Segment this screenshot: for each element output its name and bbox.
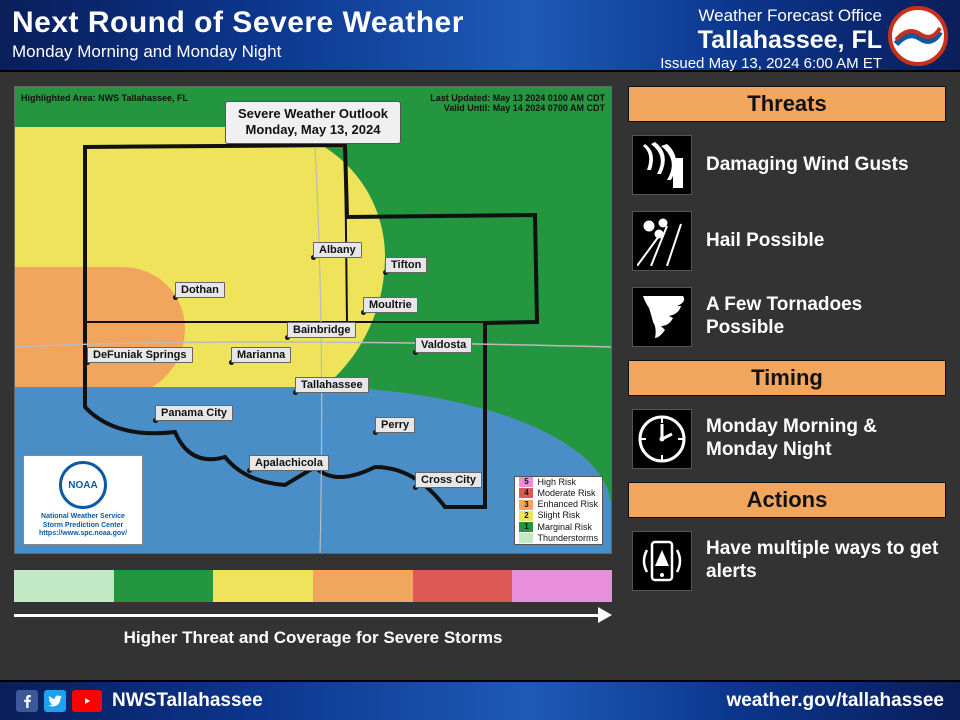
city-label: Valdosta [415,337,472,353]
timing-label: Monday Morning & Monday Night [706,416,942,462]
city-label: Perry [375,417,415,433]
noaa-logo-icon: NOAA [59,461,107,509]
social-block: NWSTallahassee [16,690,263,712]
city-label: Marianna [231,347,291,363]
threat-wind: Damaging Wind Gusts [628,132,946,198]
city-label: Moultrie [363,297,418,313]
legend-swatch: 4 [519,488,533,498]
social-handle: NWSTallahassee [112,690,263,712]
legend-row: 3 Enhanced Risk [515,499,602,510]
product-subtitle: Monday Morning and Monday Night [12,42,464,62]
legend-label: Moderate Risk [537,488,595,499]
timing-header: Timing [628,360,946,396]
city-label: Dothan [175,282,225,298]
header-left: Next Round of Severe Weather Monday Morn… [12,6,464,62]
map-valid-label: Valid Until: May 14 2024 0700 AM CDT [430,103,605,113]
legend-row: 2 Slight Risk [515,510,602,521]
weather-briefing-graphic: Next Round of Severe Weather Monday Morn… [0,0,960,720]
map-valid-block: Last Updated: May 13 2024 0100 AM CDT Va… [430,93,605,113]
actions-header: Actions [628,482,946,518]
threat-gradient: Higher Threat and Coverage for Severe St… [14,570,612,648]
gradient-bar [14,570,612,602]
threat-tornado: A Few Tornadoes Possible [628,284,946,350]
gradient-segment [114,570,214,602]
tornado-icon [632,287,692,347]
gradient-arrow [14,606,612,624]
city-label: Bainbridge [287,322,356,338]
map-column: Highlighted Area: NWS Tallahassee, FL La… [0,72,620,680]
wind-icon [632,135,692,195]
timing-item: Monday Morning & Monday Night [628,406,946,472]
city-label: Apalachicola [249,455,329,471]
legend-row: 1 Marginal Risk [515,522,602,533]
map-title-box: Severe Weather Outlook Monday, May 13, 2… [225,101,401,144]
info-panel: Threats Damaging Wind Gusts [620,72,960,680]
noaa-logo-box: NOAA National Weather Service Storm Pred… [23,455,143,545]
threats-header: Threats [628,86,946,122]
map-title-line1: Severe Weather Outlook [238,106,388,122]
legend-swatch: 2 [519,511,533,521]
actions-label: Have multiple ways to get alerts [706,538,942,584]
footer-url[interactable]: weather.gov/tallahassee [726,690,944,712]
main-content: Highlighted Area: NWS Tallahassee, FL La… [0,72,960,680]
header-bar: Next Round of Severe Weather Monday Morn… [0,0,960,72]
legend-row: 5 High Risk [515,477,602,488]
gradient-segment [313,570,413,602]
twitter-icon[interactable] [44,690,66,712]
threat-tornado-label: A Few Tornadoes Possible [706,294,942,340]
header-right: Weather Forecast Office Tallahassee, FL … [660,6,948,72]
clock-icon [632,409,692,469]
legend-label: Marginal Risk [537,522,592,533]
city-label: Tifton [385,257,427,273]
threat-wind-label: Damaging Wind Gusts [706,154,942,177]
legend-swatch: 5 [519,477,533,487]
threat-hail: Hail Possible [628,208,946,274]
actions-item: Have multiple ways to get alerts [628,528,946,594]
city-label: Tallahassee [295,377,369,393]
office-block: Weather Forecast Office Tallahassee, FL … [660,6,882,72]
legend-row: 4 Moderate Risk [515,488,602,499]
office-name: Tallahassee, FL [660,26,882,55]
legend-row: Thunderstorms [515,533,602,544]
nws-logo-icon [888,6,948,66]
gradient-segment [413,570,513,602]
issued-time: Issued May 13, 2024 6:00 AM ET [660,55,882,72]
legend-label: Enhanced Risk [537,499,598,510]
city-label: Panama City [155,405,233,421]
legend-swatch [519,533,533,543]
hail-icon [632,211,692,271]
outlook-map: Highlighted Area: NWS Tallahassee, FL La… [14,86,612,554]
legend-swatch: 1 [519,522,533,532]
map-title-line2: Monday, May 13, 2024 [238,122,388,138]
city-label: DeFuniak Springs [87,347,193,363]
footer-bar: NWSTallahassee weather.gov/tallahassee [0,680,960,720]
legend-label: Slight Risk [537,510,580,521]
noaa-caption: National Weather Service Storm Predictio… [39,513,127,538]
gradient-segment [512,570,612,602]
facebook-icon[interactable] [16,690,38,712]
gradient-segment [14,570,114,602]
map-highlight-label: Highlighted Area: NWS Tallahassee, FL [21,93,188,103]
legend-label: High Risk [537,477,576,488]
youtube-icon[interactable] [72,690,102,712]
alert-phone-icon [632,531,692,591]
map-updated-label: Last Updated: May 13 2024 0100 AM CDT [430,93,605,103]
gradient-label: Higher Threat and Coverage for Severe St… [14,628,612,648]
threat-hail-label: Hail Possible [706,230,942,253]
risk-legend: 5 High Risk 4 Moderate Risk 3 Enhanced Risk 2S… [514,476,603,546]
gradient-segment [213,570,313,602]
office-line: Weather Forecast Office [660,6,882,26]
legend-label: Thunderstorms [537,533,598,544]
city-label: Albany [313,242,362,258]
city-label: Cross City [415,472,482,488]
product-title: Next Round of Severe Weather [12,6,464,40]
legend-swatch: 3 [519,500,533,510]
